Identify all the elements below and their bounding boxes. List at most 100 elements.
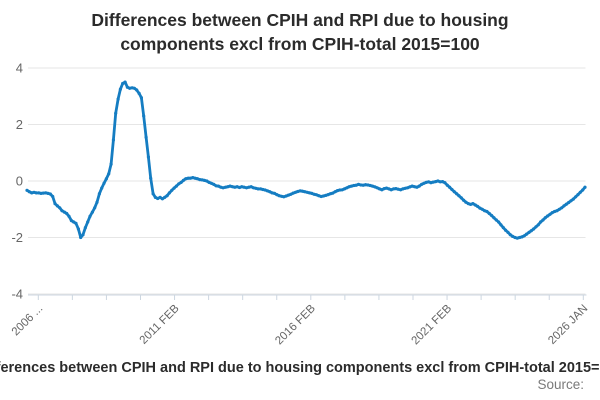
series-point-marker[interactable] bbox=[51, 194, 55, 199]
series-point-marker[interactable] bbox=[457, 194, 461, 198]
series-point-marker[interactable] bbox=[296, 189, 300, 194]
series-point-marker[interactable] bbox=[142, 114, 146, 118]
series-point-marker[interactable] bbox=[578, 190, 582, 194]
series-point-marker[interactable] bbox=[536, 223, 540, 227]
series-point-marker[interactable] bbox=[186, 176, 190, 180]
series-point-marker[interactable] bbox=[331, 191, 335, 195]
series-point-marker[interactable] bbox=[228, 184, 232, 188]
series-point-marker[interactable] bbox=[107, 172, 111, 176]
series-point-marker[interactable] bbox=[116, 97, 120, 101]
series-point-marker[interactable] bbox=[48, 192, 52, 196]
series-point-marker[interactable] bbox=[34, 191, 38, 195]
series-point-marker[interactable] bbox=[27, 190, 31, 194]
series-point-marker[interactable] bbox=[289, 192, 293, 196]
series-point-marker[interactable] bbox=[359, 183, 363, 187]
series-point-marker[interactable] bbox=[473, 203, 477, 207]
series-point-marker[interactable] bbox=[424, 180, 428, 184]
series-point-marker[interactable] bbox=[525, 232, 529, 236]
series-point-marker[interactable] bbox=[81, 233, 85, 237]
series-point-marker[interactable] bbox=[508, 233, 512, 237]
series-point-marker[interactable] bbox=[83, 226, 87, 230]
series-point-marker[interactable] bbox=[464, 200, 468, 204]
series-point-marker[interactable] bbox=[181, 178, 185, 182]
series-point-marker[interactable] bbox=[90, 210, 94, 214]
series-point-marker[interactable] bbox=[146, 155, 150, 159]
series-point-marker[interactable] bbox=[338, 188, 342, 192]
series-point-marker[interactable] bbox=[249, 185, 253, 189]
series-point-marker[interactable] bbox=[275, 193, 279, 197]
series-point-marker[interactable] bbox=[109, 162, 113, 166]
series-point-marker[interactable] bbox=[102, 181, 106, 185]
series-point-marker[interactable] bbox=[74, 221, 78, 225]
series-point-marker[interactable] bbox=[522, 234, 526, 238]
series-point-marker[interactable] bbox=[557, 207, 561, 211]
series-point-marker[interactable] bbox=[403, 186, 407, 190]
series-line[interactable] bbox=[25, 80, 587, 240]
series-point-marker[interactable] bbox=[445, 183, 449, 187]
series-point-marker[interactable] bbox=[506, 230, 510, 234]
series-point-marker[interactable] bbox=[492, 216, 496, 220]
series-point-marker[interactable] bbox=[452, 190, 456, 194]
series-point-marker[interactable] bbox=[494, 218, 498, 222]
series-point-marker[interactable] bbox=[497, 220, 501, 224]
series-point-marker[interactable] bbox=[564, 202, 568, 206]
series-point-marker[interactable] bbox=[100, 186, 104, 190]
series-point-marker[interactable] bbox=[188, 176, 192, 180]
series-point-marker[interactable] bbox=[562, 204, 566, 208]
series-point-marker[interactable] bbox=[443, 181, 447, 185]
series-point-marker[interactable] bbox=[567, 200, 571, 205]
series-point-marker[interactable] bbox=[478, 206, 482, 210]
series-point-marker[interactable] bbox=[216, 184, 220, 188]
series-point-marker[interactable] bbox=[25, 188, 29, 192]
series-point-marker[interactable] bbox=[128, 86, 132, 90]
series-point-marker[interactable] bbox=[518, 235, 522, 240]
series-point-marker[interactable] bbox=[363, 183, 368, 187]
series-point-marker[interactable] bbox=[569, 199, 573, 203]
series-point-marker[interactable] bbox=[396, 187, 400, 191]
series-point-marker[interactable] bbox=[65, 211, 69, 216]
series-point-marker[interactable] bbox=[529, 229, 533, 233]
series-point-marker[interactable] bbox=[121, 81, 125, 86]
series-point-marker[interactable] bbox=[541, 218, 545, 222]
series-point-marker[interactable] bbox=[95, 200, 99, 204]
series-point-marker[interactable] bbox=[137, 91, 141, 95]
series-point-marker[interactable] bbox=[242, 185, 246, 189]
series-point-marker[interactable] bbox=[93, 206, 97, 210]
series-point-marker[interactable] bbox=[235, 185, 239, 189]
series-point-marker[interactable] bbox=[539, 220, 543, 224]
series-point-marker[interactable] bbox=[532, 227, 536, 231]
series-point-marker[interactable] bbox=[462, 198, 466, 202]
series-point-marker[interactable] bbox=[123, 80, 127, 84]
series-point-marker[interactable] bbox=[72, 220, 76, 224]
series-point-marker[interactable] bbox=[527, 230, 531, 234]
series-point-marker[interactable] bbox=[459, 196, 463, 200]
series-point-marker[interactable] bbox=[144, 135, 148, 139]
series-point-marker[interactable] bbox=[167, 191, 171, 195]
series-point-marker[interactable] bbox=[317, 194, 321, 198]
series-point-marker[interactable] bbox=[476, 204, 480, 208]
series-point-marker[interactable] bbox=[79, 235, 83, 240]
series-point-marker[interactable] bbox=[560, 206, 564, 210]
series-point-marker[interactable] bbox=[282, 195, 286, 199]
series-point-marker[interactable] bbox=[499, 223, 503, 227]
series-point-marker[interactable] bbox=[384, 186, 389, 190]
series-point-marker[interactable] bbox=[195, 177, 199, 181]
series-point-marker[interactable] bbox=[571, 197, 575, 201]
series-point-marker[interactable] bbox=[438, 180, 442, 184]
series-point-marker[interactable] bbox=[158, 195, 162, 199]
series-point-marker[interactable] bbox=[174, 184, 178, 188]
series-point-marker[interactable] bbox=[151, 192, 155, 196]
series-point-marker[interactable] bbox=[534, 225, 538, 229]
series-point-marker[interactable] bbox=[62, 210, 66, 214]
series-point-marker[interactable] bbox=[303, 190, 307, 194]
series-point-marker[interactable] bbox=[448, 185, 452, 189]
series-point-marker[interactable] bbox=[149, 176, 153, 180]
series-point-marker[interactable] bbox=[324, 193, 328, 197]
series-point-marker[interactable] bbox=[263, 188, 267, 192]
series-point-marker[interactable] bbox=[349, 184, 354, 188]
series-point-marker[interactable] bbox=[163, 195, 167, 199]
series-point-marker[interactable] bbox=[114, 111, 118, 115]
series-point-marker[interactable] bbox=[270, 191, 274, 195]
series-point-marker[interactable] bbox=[41, 191, 45, 195]
series-point-marker[interactable] bbox=[212, 182, 216, 186]
